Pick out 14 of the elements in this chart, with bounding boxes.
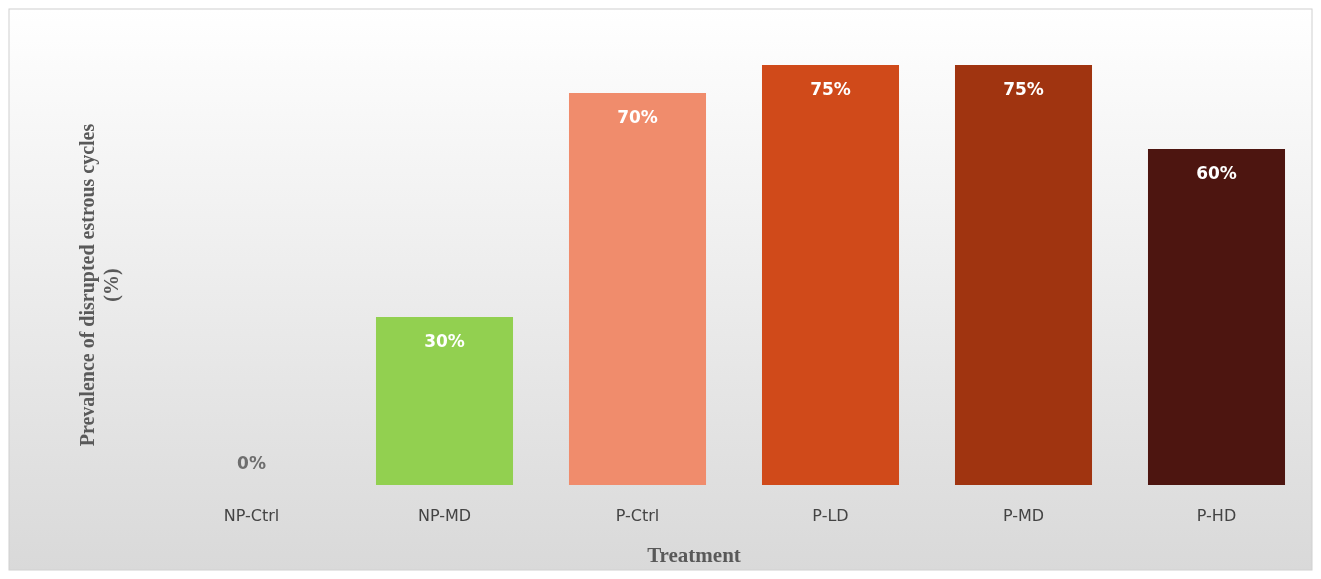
x-tick-label: NP-MD <box>417 506 472 525</box>
data-label: 30% <box>424 331 465 351</box>
x-tick-label: P-MD <box>1002 506 1045 525</box>
data-label: 75% <box>1003 79 1044 99</box>
data-label: 0% <box>237 453 266 473</box>
x-tick-label: NP-Ctrl <box>223 506 280 525</box>
x-axis-title: Treatment <box>647 543 741 567</box>
x-tick-label: P-HD <box>1196 506 1237 525</box>
x-tick-label: P-Ctrl <box>615 506 660 525</box>
x-tick-label: P-LD <box>812 506 849 525</box>
data-label: 60% <box>1196 163 1237 183</box>
data-label: 70% <box>617 107 658 127</box>
data-label: 75% <box>810 79 851 99</box>
y-axis-title: Prevalence of disrupted estrous cycles (%) <box>76 123 123 447</box>
